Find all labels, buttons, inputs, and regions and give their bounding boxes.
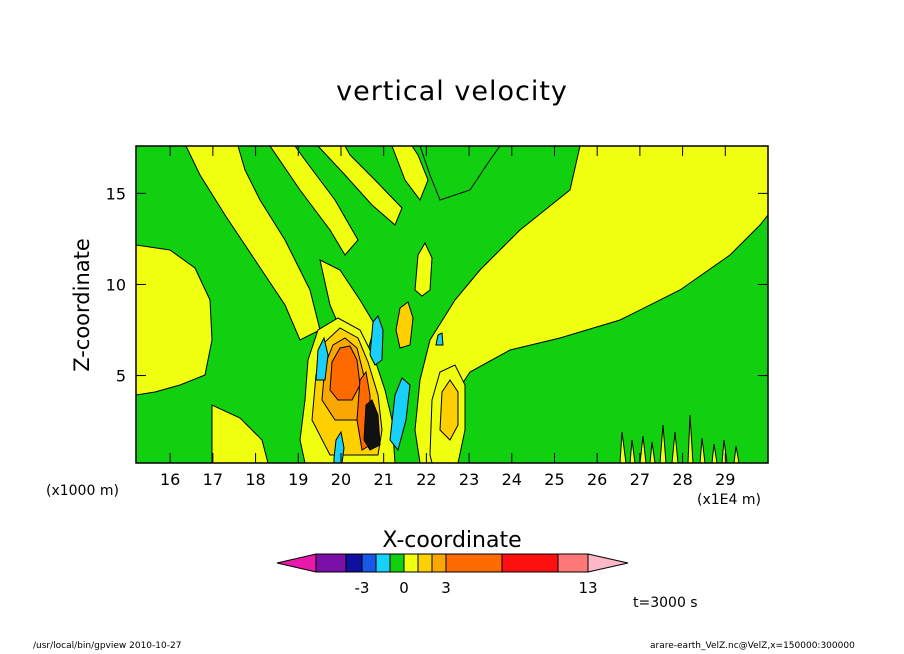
x-tick-label: 16 (160, 470, 180, 489)
chart-title: vertical velocity (336, 76, 568, 107)
contour-region-cyan-small (435, 332, 444, 346)
colorbar-arrow-high (587, 553, 629, 573)
colorbar-label: 0 (399, 579, 409, 597)
contour-region-cyan-left (315, 336, 329, 381)
x-tick-label: 24 (502, 470, 522, 489)
colorbar: -3 0 3 13 (276, 553, 629, 597)
colorbar-level-box (417, 553, 433, 573)
footer-program-info: /usr/local/bin/gpview 2010-10-27 (33, 641, 182, 651)
time-label: t=3000 s (633, 595, 698, 611)
contour-region-yellow-cell-top (414, 241, 433, 297)
colorbar-level-box (557, 553, 589, 573)
contour-region-yellow-lower-left (211, 404, 269, 463)
x-tick-label: 19 (288, 470, 308, 489)
x-tick-label: 17 (203, 470, 223, 489)
contour-field (136, 146, 768, 463)
contour-region-cyan-lower (389, 377, 411, 452)
contour-region-cyan-bottom (333, 430, 345, 463)
colorbar-level-box (361, 553, 377, 573)
plot-frame (135, 145, 769, 464)
colorbar-label: -3 (355, 579, 370, 597)
contour-region-yellow-streak-3 (391, 146, 429, 202)
x-tick-label: 21 (373, 470, 393, 489)
colorbar-label: 3 (441, 579, 451, 597)
x-tick-label: 18 (245, 470, 265, 489)
x-tick-label: 27 (630, 470, 650, 489)
x-tick-label: 23 (459, 470, 479, 489)
y-tick-label: 10 (106, 275, 126, 294)
x-tick-label: 25 (544, 470, 564, 489)
x-axis-label: X-coordinate (382, 528, 522, 553)
x-axis-unit-secondary: (x1E4 m) (697, 492, 761, 508)
x-axis: 16 17 18 19 20 21 22 23 24 25 26 27 28 29 (160, 146, 735, 489)
x-tick-label: 26 (587, 470, 607, 489)
contour-region-green-top-right (419, 146, 501, 201)
colorbar-level-box (501, 553, 559, 573)
contour-region-cyan-upper (369, 315, 384, 366)
y-tick-label: 5 (116, 367, 126, 386)
colorbar-label: 13 (578, 579, 597, 597)
colorbar-arrow-low (276, 553, 317, 573)
contour-region-yellow-streak-2 (317, 146, 403, 226)
y-axis: 5 10 15 (106, 184, 768, 386)
surface-spikes (619, 414, 740, 463)
colorbar-level-box (445, 553, 503, 573)
colorbar-level-box (403, 553, 419, 573)
colorbar-level-box (389, 553, 405, 573)
x-tick-label: 20 (331, 470, 351, 489)
colorbar-level-box (345, 553, 363, 573)
x-tick-label: 29 (715, 470, 735, 489)
contour-region-black-core (363, 399, 381, 451)
contour-region-yellow-right (414, 146, 768, 463)
x-tick-label: 22 (416, 470, 436, 489)
x-axis-unit-primary: (x1000 m) (46, 483, 119, 499)
contour-region-dark-orange-core (329, 345, 361, 401)
x-tick-label: 28 (672, 470, 692, 489)
y-axis-label: Z-coordinate (70, 238, 94, 372)
colorbar-level-box (375, 553, 391, 573)
contour-region-yellow-left (136, 244, 213, 396)
contour-region-orange-cell-lower (439, 379, 459, 441)
contour-region-yellow-cell-right (395, 301, 414, 349)
footer-file-info: arare-earth_VelZ.nc@VelZ,x=150000:300000 (650, 641, 855, 651)
colorbar-level-box (431, 553, 447, 573)
colorbar-level-box (315, 553, 347, 573)
y-tick-label: 15 (106, 184, 126, 203)
